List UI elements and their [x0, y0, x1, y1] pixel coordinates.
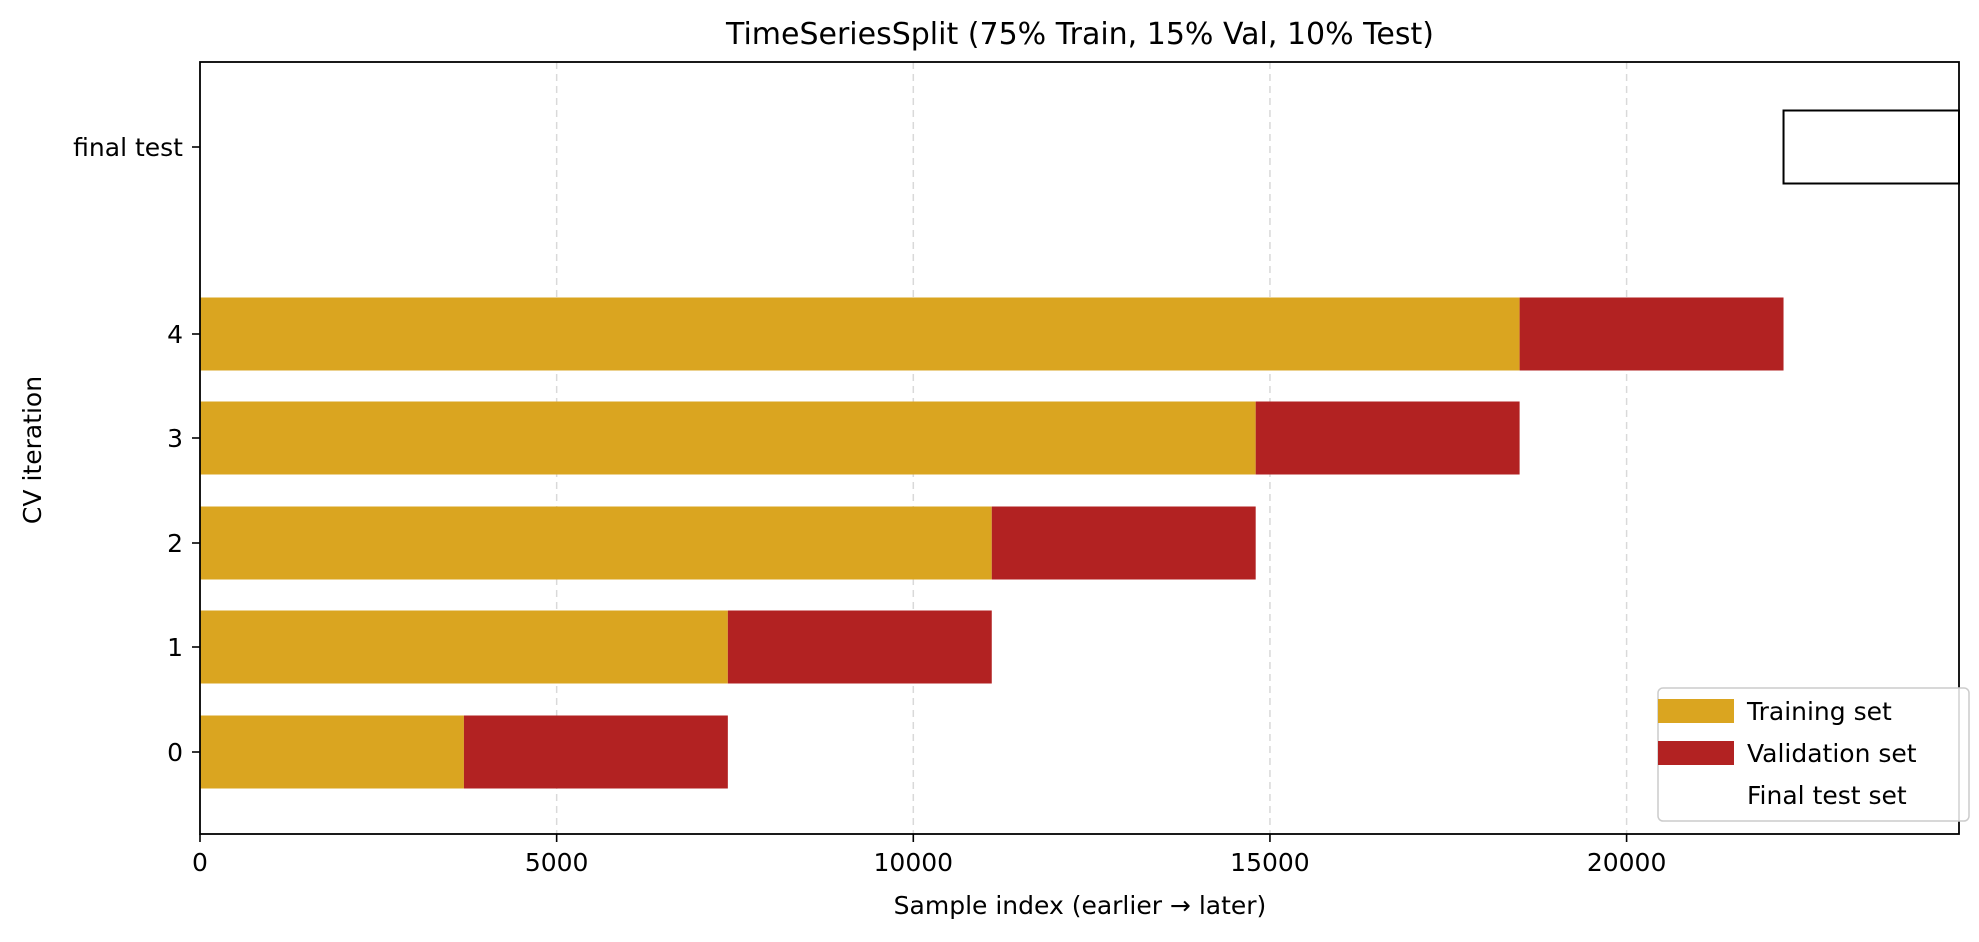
x-axis-label: Sample index (earlier → later) — [894, 891, 1267, 920]
y-tick-label: 0 — [167, 738, 183, 767]
train-bar-fold-4 — [200, 297, 1520, 371]
x-tick-label: 20000 — [1587, 848, 1667, 877]
legend-label-training: Training set — [1746, 697, 1892, 726]
val-bar-fold-0 — [463, 715, 728, 789]
final-test-bar — [1782, 109, 1960, 185]
train-bar-fold-1 — [200, 610, 728, 684]
val-bar-fold-4 — [1519, 297, 1784, 371]
x-tick-label: 10000 — [874, 848, 954, 877]
train-bar-fold-3 — [200, 401, 1256, 475]
x-tick-label: 0 — [192, 848, 208, 877]
y-tick-label: 4 — [167, 320, 183, 349]
y-tick-label: final test — [73, 133, 183, 162]
chart-title: TimeSeriesSplit (75% Train, 15% Val, 10%… — [725, 17, 1434, 52]
val-bar-fold-3 — [1255, 401, 1520, 475]
legend-swatch-validation — [1658, 741, 1734, 765]
val-bar-fold-2 — [991, 506, 1256, 580]
bars — [200, 109, 1960, 789]
legend: Training set Validation set Final test s… — [1657, 687, 1970, 822]
plot-frame — [199, 61, 1960, 835]
legend-label-final-test: Final test set — [1747, 781, 1907, 810]
y-axis: 0 1 2 3 4 final test — [73, 133, 200, 767]
val-bar-fold-1 — [727, 610, 992, 684]
legend-swatch-training — [1658, 699, 1734, 723]
x-tick-label: 5000 — [525, 848, 589, 877]
x-axis: 0 5000 10000 15000 20000 — [192, 834, 1666, 877]
legend-label-validation: Validation set — [1747, 739, 1917, 768]
y-axis-label: CV iteration — [18, 376, 47, 524]
y-tick-label: 1 — [167, 633, 183, 662]
train-bar-fold-0 — [200, 715, 464, 789]
train-bar-fold-2 — [200, 506, 992, 580]
x-tick-label: 15000 — [1230, 848, 1310, 877]
y-tick-label: 3 — [167, 424, 183, 453]
y-tick-label: 2 — [167, 529, 183, 558]
